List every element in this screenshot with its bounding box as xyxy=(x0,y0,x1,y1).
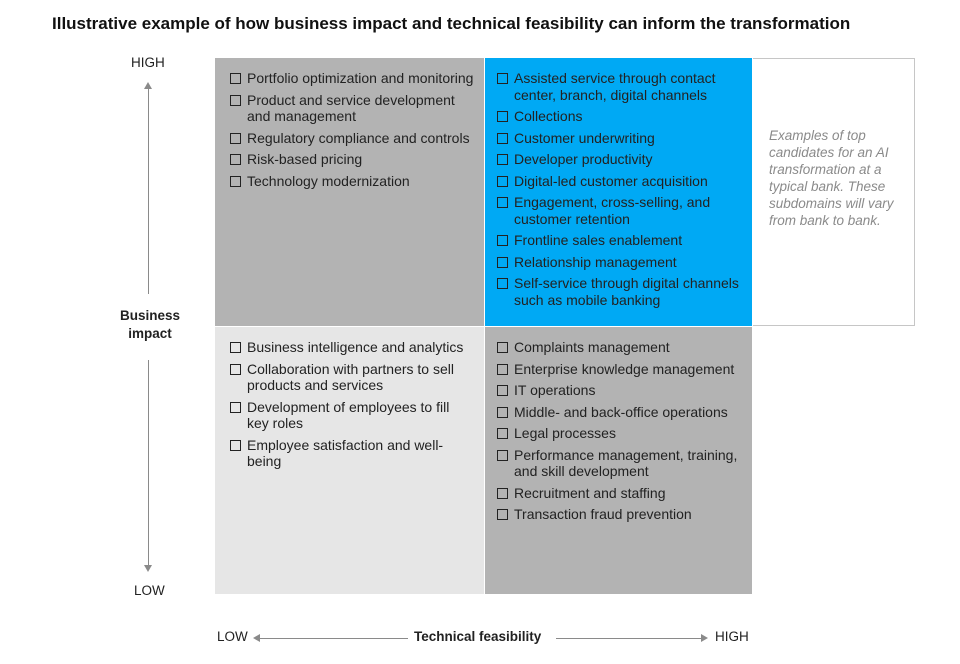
list-item: Recruitment and staffing xyxy=(497,485,742,502)
list-item: Developer productivity xyxy=(497,151,742,168)
checkbox-icon xyxy=(230,342,241,353)
list-item: Development of employees to fill key rol… xyxy=(230,399,474,432)
arrow-down-icon xyxy=(144,565,152,572)
checkbox-icon xyxy=(497,73,508,84)
checkbox-icon xyxy=(230,401,241,413)
checkbox-icon xyxy=(497,256,508,268)
list-item: Product and service development and mana… xyxy=(230,92,474,125)
y-axis-label: Business impact xyxy=(110,307,190,343)
list-item: Engagement, cross-selling, and customer … xyxy=(497,194,742,227)
list-item: Portfolio optimization and monitoring xyxy=(230,70,474,87)
checkbox-icon xyxy=(497,449,508,461)
checkbox-icon xyxy=(497,428,508,439)
checkbox-icon xyxy=(230,73,241,84)
arrow-left-icon xyxy=(253,634,260,642)
list-item: Middle- and back-office operations xyxy=(497,404,742,421)
checkbox-icon xyxy=(497,342,508,353)
quadrant-bottom-right: Complaints management Enterprise knowled… xyxy=(484,326,752,594)
note-callout-box xyxy=(753,58,915,326)
checkbox-icon xyxy=(497,487,508,499)
quadrant-top-left: Portfolio optimization and monitoring Pr… xyxy=(215,58,484,326)
checkbox-icon xyxy=(497,111,508,122)
checkbox-icon xyxy=(497,235,508,246)
checkbox-icon xyxy=(497,197,508,208)
list-item: Digital-led customer acquisition xyxy=(497,173,742,190)
list-item: Assisted service through contact center,… xyxy=(497,70,742,103)
list-item: Frontline sales enablement xyxy=(497,232,742,249)
y-axis-low-label: LOW xyxy=(134,583,165,598)
list-item: Self-service through digital channels su… xyxy=(497,275,742,308)
checkbox-icon xyxy=(230,363,241,375)
checkbox-icon xyxy=(497,278,508,289)
list-item: Collaboration with partners to sell prod… xyxy=(230,361,474,394)
list-item: Technology modernization xyxy=(230,173,474,190)
list-item: Complaints management xyxy=(497,339,742,356)
list-item: Enterprise knowledge management xyxy=(497,361,742,378)
list-item: Performance management, training, and sk… xyxy=(497,447,742,480)
checkbox-icon xyxy=(497,175,508,187)
list-item: Relationship management xyxy=(497,254,742,271)
list-item: Transaction fraud prevention xyxy=(497,506,742,523)
checkbox-icon xyxy=(230,94,241,106)
y-axis-line-lower xyxy=(148,360,149,568)
arrow-right-icon xyxy=(701,634,708,642)
list-item: Risk-based pricing xyxy=(230,151,474,168)
list-item: Customer underwriting xyxy=(497,130,742,147)
checkbox-icon xyxy=(230,439,241,451)
checkbox-icon xyxy=(497,363,508,375)
figure-title: Illustrative example of how business imp… xyxy=(52,14,851,33)
list-item: Regulatory compliance and controls xyxy=(230,130,474,147)
y-axis-line-upper xyxy=(148,86,149,294)
checkbox-icon xyxy=(230,175,241,187)
checkbox-icon xyxy=(230,154,241,165)
x-axis-label: Technical feasibility xyxy=(414,629,542,644)
checkbox-icon xyxy=(497,154,508,165)
x-axis-line-right xyxy=(556,638,702,639)
y-axis-high-label: HIGH xyxy=(131,55,165,70)
checkbox-icon xyxy=(497,406,508,418)
checkbox-icon xyxy=(497,509,508,520)
quadrant-bottom-left: Business intelligence and analytics Coll… xyxy=(215,326,484,594)
note-text: Examples of top candidates for an AI tra… xyxy=(769,128,894,228)
x-axis-high-label: HIGH xyxy=(715,629,749,644)
quadrant-top-right: Assisted service through contact center,… xyxy=(484,58,752,326)
list-item: Employee satisfaction and well-being xyxy=(230,437,474,470)
checkbox-icon xyxy=(497,132,508,144)
list-item: Collections xyxy=(497,108,742,125)
checkbox-icon xyxy=(497,385,508,396)
x-axis-line-left xyxy=(260,638,408,639)
checkbox-icon xyxy=(230,132,241,144)
x-axis-low-label: LOW xyxy=(217,629,248,644)
list-item: IT operations xyxy=(497,382,742,399)
list-item: Business intelligence and analytics xyxy=(230,339,474,356)
list-item: Legal processes xyxy=(497,425,742,442)
arrow-up-icon xyxy=(144,82,152,89)
